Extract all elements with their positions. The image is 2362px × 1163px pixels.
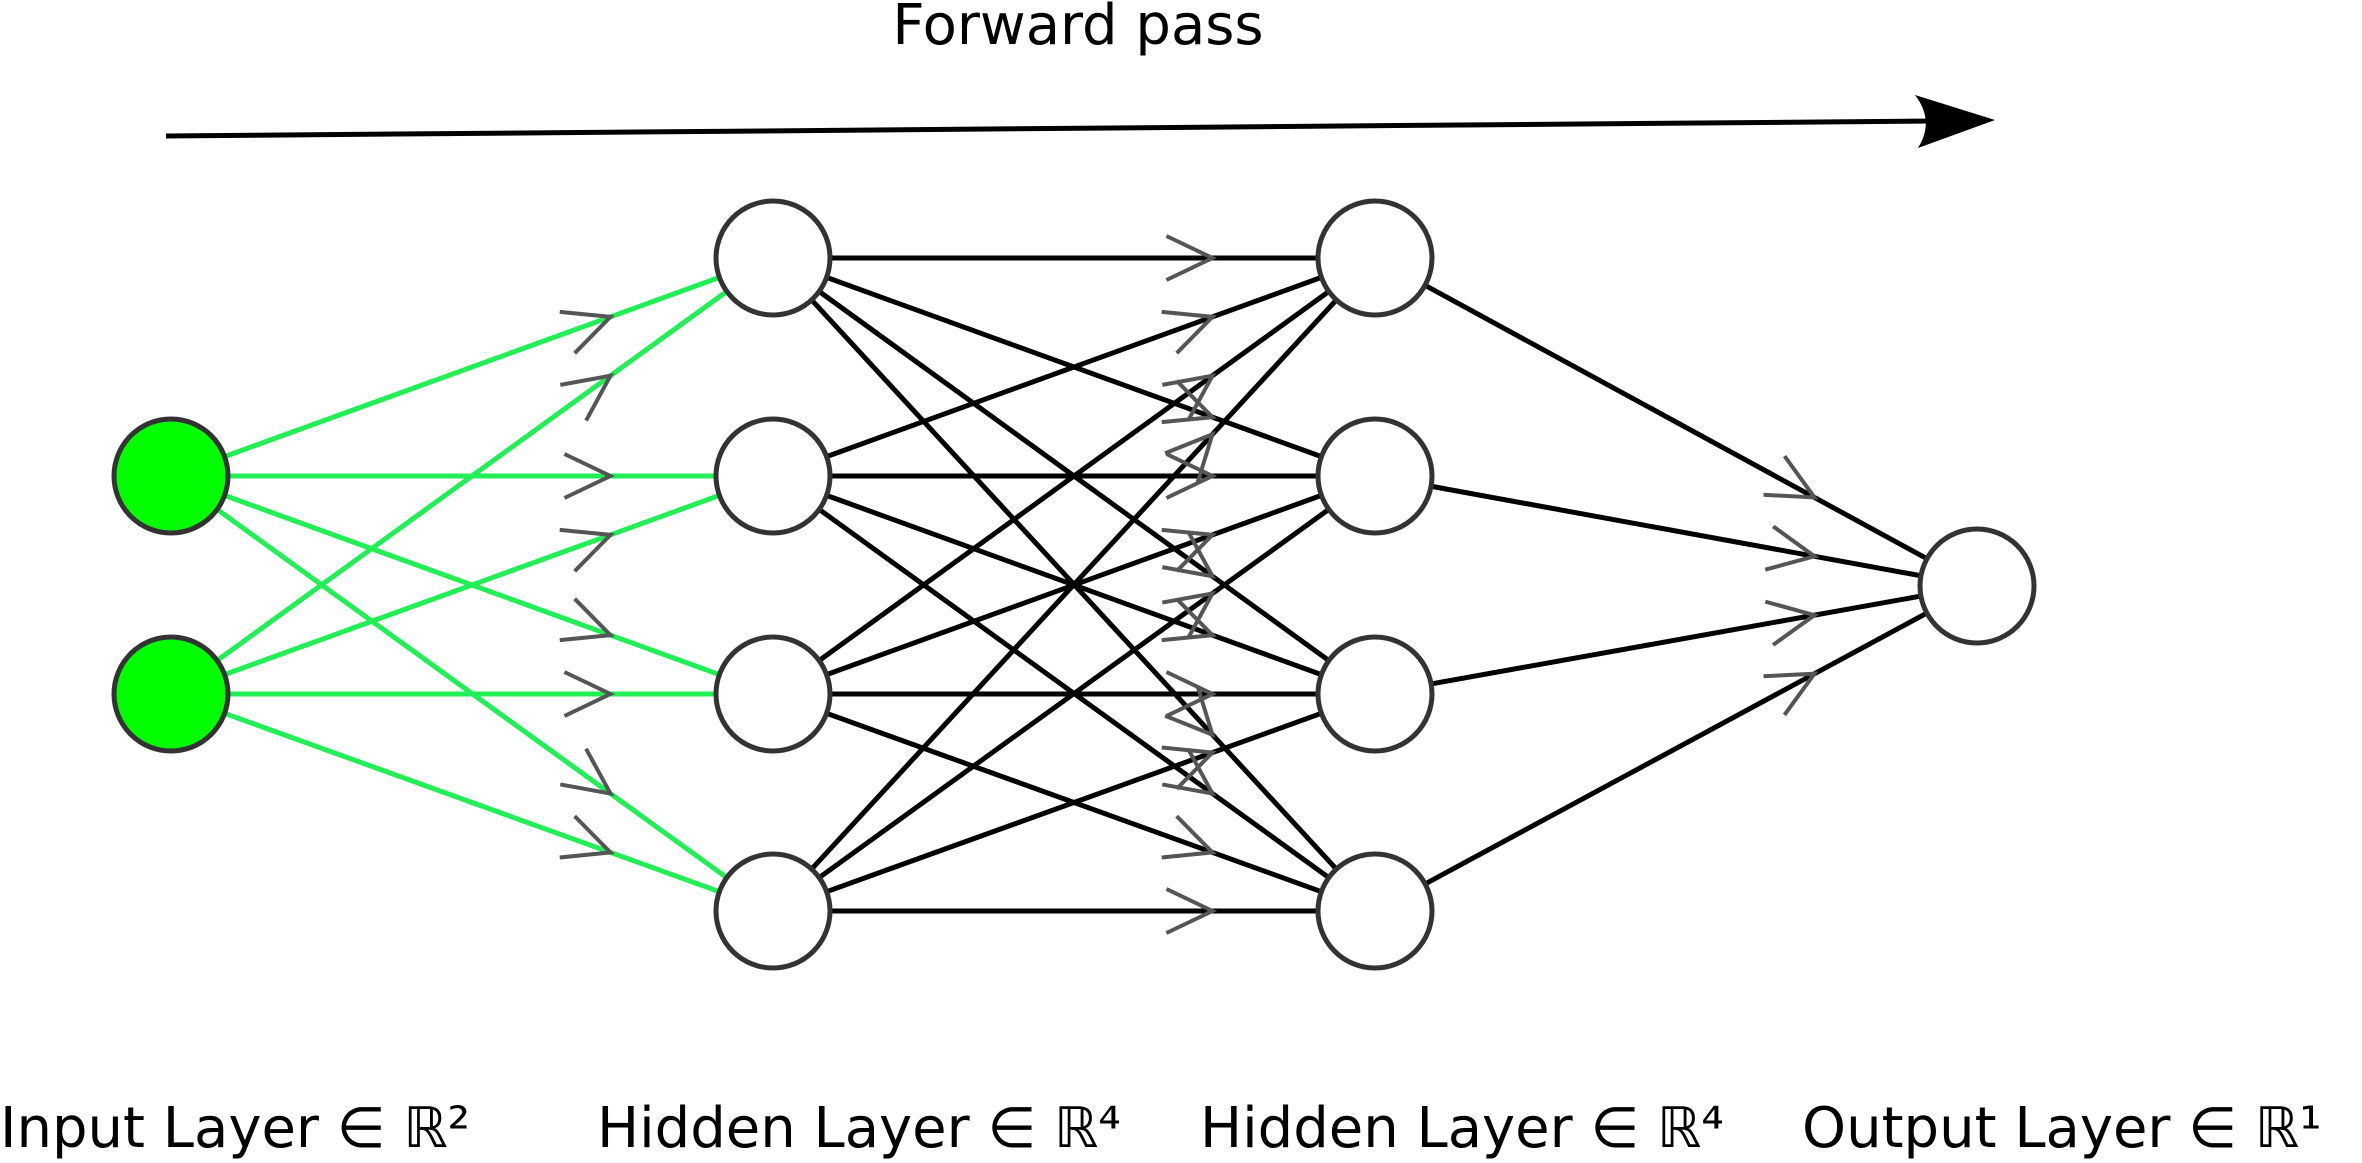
input-neuron-1: [111, 416, 231, 536]
edge-arrowhead-l0-0-1: [563, 452, 616, 500]
edge-arrowhead-l1-3-3: [1165, 887, 1218, 935]
edge-arrowhead-l0-1-2: [563, 670, 616, 718]
hidden-layer-2-label: Hidden Layer ∈ ℝ⁴: [1200, 1096, 1724, 1161]
diagram-title: Forward pass: [892, 0, 1263, 58]
hidden2-neuron-4: [1315, 851, 1435, 971]
edge-arrowhead-l0-1-1: [559, 527, 615, 573]
edge-arrowhead-l1-0-0: [1165, 234, 1218, 282]
input-layer-label: Input Layer ∈ ℝ²: [0, 1096, 470, 1161]
edge-l1-3-0: [809, 298, 1339, 871]
edge-arrowhead-l0-0-3: [559, 747, 615, 797]
edge-arrowhead-l1-0-3: [1164, 685, 1216, 739]
hidden1-neuron-1: [713, 198, 833, 318]
edge-arrowhead-l0-1-0: [559, 373, 615, 422]
edge-arrowhead-l1-2-2: [1165, 670, 1218, 718]
edge-arrowhead-l1-1-1: [1165, 452, 1218, 500]
forward-pass-arrow: [165, 95, 1995, 148]
edge-arrowhead-l2-0-0: [1763, 454, 1819, 500]
hidden2-neuron-1: [1315, 198, 1435, 318]
edge-l1-2-0: [817, 289, 1331, 663]
edge-arrowheads: [559, 234, 1820, 935]
edge-arrowhead-l2-1-0: [1764, 524, 1820, 572]
edge-l2-2-0: [1430, 593, 1922, 687]
output-neuron-1: [1917, 526, 2037, 646]
edge-arrowhead-l1-3-2: [1161, 745, 1217, 791]
edge-l2-0-0: [1423, 283, 1929, 561]
edge-arrowhead-l2-3-0: [1763, 671, 1819, 717]
layer-labels: Input Layer ∈ ℝ² Hidden Layer ∈ ℝ⁴ Hidde…: [0, 1096, 2322, 1161]
edge-l2-3-0: [1423, 610, 1929, 887]
edge-arrowhead-l1-3-1: [1161, 590, 1217, 640]
forward-arrow-shaft: [165, 118, 1936, 139]
hidden1-neuron-4: [713, 851, 833, 971]
edge-arrowhead-l0-1-3: [559, 814, 615, 860]
hidden2-neuron-3: [1315, 634, 1435, 754]
edge-arrowhead-l0-0-0: [559, 309, 615, 355]
hidden1-neuron-3: [713, 634, 833, 754]
edge-l0-1-0: [215, 289, 729, 663]
edge-l0-0-0: [223, 275, 721, 459]
edge-l2-1-0: [1430, 483, 1922, 579]
edge-l0-1-1: [223, 493, 721, 677]
edge-arrowhead-l1-2-1: [1161, 527, 1217, 573]
hidden1-neuron-2: [713, 416, 833, 536]
edge-l1-3-1: [817, 507, 1331, 880]
neurons: [111, 198, 2037, 971]
input-neuron-2: [111, 634, 231, 754]
output-layer-label: Output Layer ∈ ℝ¹: [1802, 1096, 2322, 1161]
edge-arrowhead-l1-2-3: [1161, 814, 1217, 860]
hidden2-neuron-2: [1315, 416, 1435, 536]
edge-arrowhead-l1-3-0: [1164, 430, 1216, 484]
edge-l0-1-3: [223, 710, 721, 895]
edge-arrowhead-l1-1-2: [1161, 597, 1217, 643]
hidden-layer-1-label: Hidden Layer ∈ ℝ⁴: [597, 1096, 1121, 1161]
edge-l1-3-2: [825, 710, 1323, 895]
edge-arrowhead-l2-2-0: [1764, 599, 1820, 647]
forward-arrowhead: [1915, 95, 1995, 148]
edge-l1-1-0: [825, 275, 1323, 459]
edge-arrowhead-l1-0-1: [1161, 379, 1217, 425]
connections: [215, 255, 1929, 914]
edge-arrowhead-l1-1-0: [1161, 309, 1217, 355]
edge-arrowhead-l0-0-2: [559, 597, 615, 643]
edge-arrowhead-l1-2-0: [1161, 373, 1217, 422]
